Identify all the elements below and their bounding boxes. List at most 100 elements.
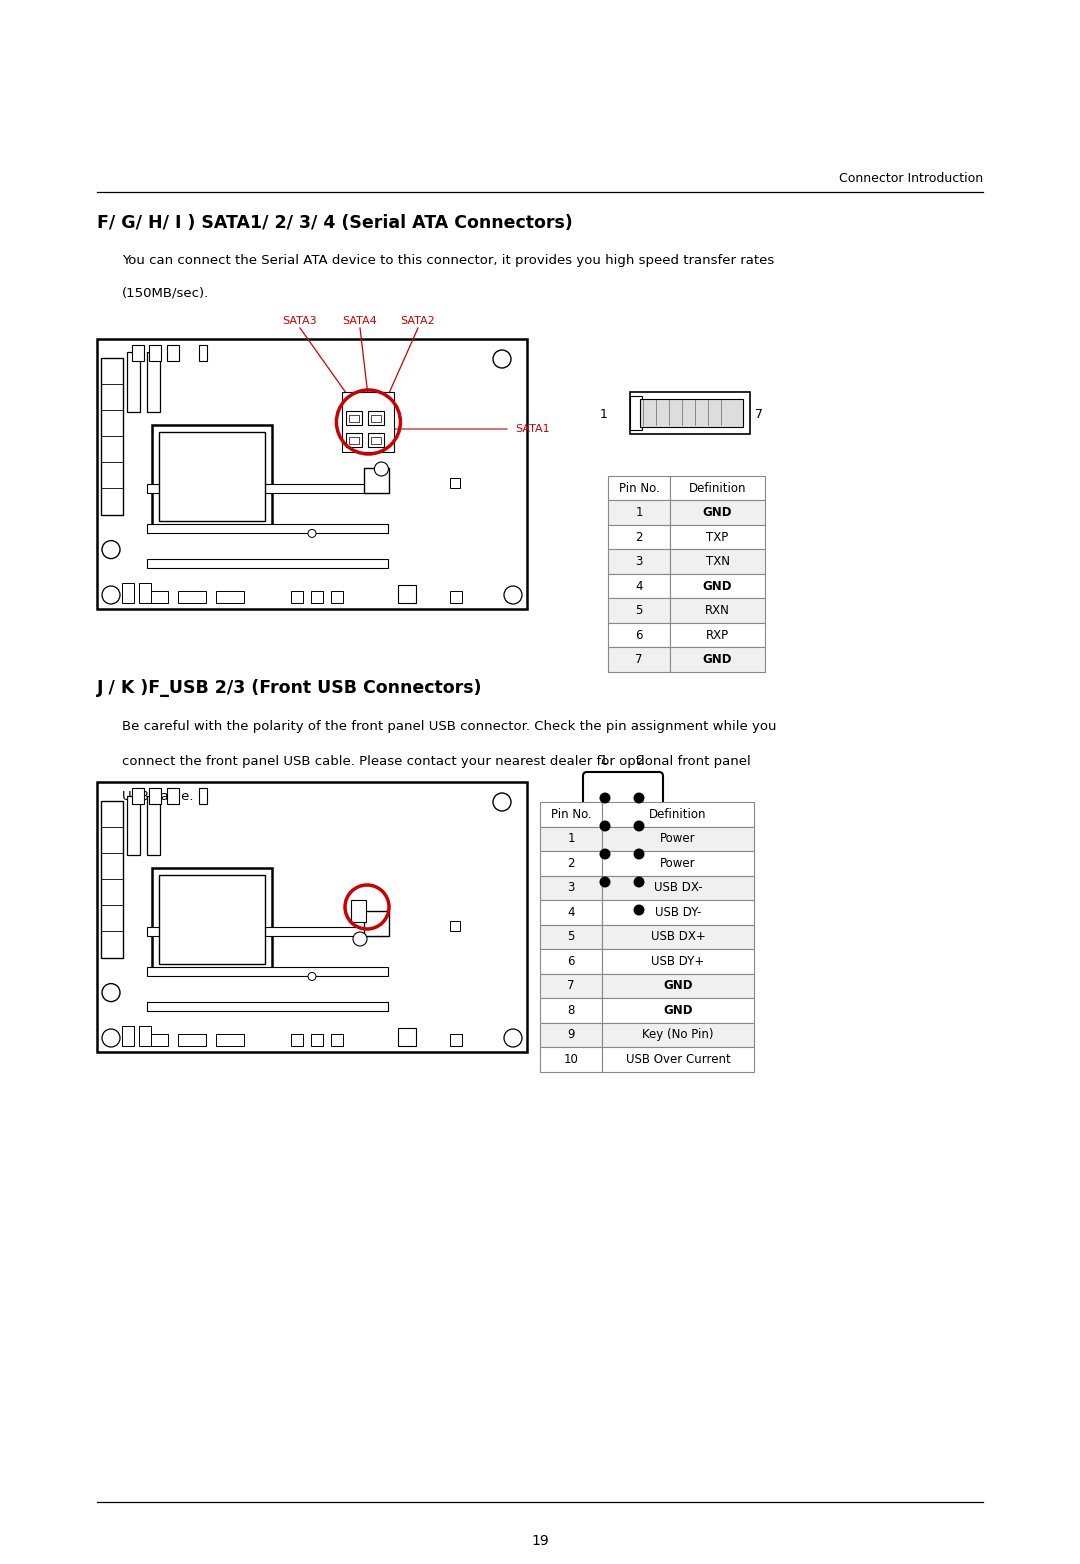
- Text: USB DY-: USB DY-: [654, 906, 701, 918]
- Text: 4: 4: [567, 906, 575, 918]
- Circle shape: [599, 793, 610, 804]
- Bar: [608, 647, 670, 673]
- Bar: [608, 599, 670, 622]
- Circle shape: [504, 1029, 522, 1046]
- Bar: [399, 1028, 416, 1046]
- Circle shape: [634, 793, 645, 804]
- Circle shape: [492, 793, 511, 812]
- Bar: [602, 924, 754, 949]
- Bar: [608, 622, 670, 647]
- Bar: [602, 802, 754, 826]
- Text: Power: Power: [660, 832, 696, 845]
- Text: GND: GND: [703, 654, 732, 666]
- Bar: [132, 788, 144, 804]
- Bar: [602, 826, 754, 851]
- Bar: [147, 558, 388, 568]
- Text: 4: 4: [635, 580, 643, 593]
- Text: GND: GND: [703, 580, 732, 593]
- Bar: [640, 399, 743, 427]
- Bar: [147, 926, 388, 935]
- Text: Pin No.: Pin No.: [619, 482, 660, 494]
- Bar: [147, 1003, 388, 1010]
- Text: 1: 1: [635, 507, 643, 519]
- Circle shape: [102, 984, 120, 1001]
- Bar: [372, 436, 381, 444]
- Bar: [608, 500, 670, 526]
- Bar: [540, 949, 602, 973]
- Bar: [540, 876, 602, 899]
- Text: 7: 7: [755, 408, 762, 421]
- Text: 5: 5: [567, 931, 575, 943]
- Circle shape: [102, 1029, 120, 1046]
- Bar: [540, 998, 602, 1023]
- Bar: [342, 393, 394, 452]
- Bar: [147, 483, 388, 493]
- Bar: [199, 346, 207, 361]
- Text: Definition: Definition: [649, 807, 706, 821]
- Bar: [350, 436, 360, 444]
- Bar: [97, 339, 527, 608]
- Bar: [167, 346, 179, 361]
- Bar: [602, 1023, 754, 1046]
- Bar: [132, 346, 144, 361]
- Text: 1: 1: [600, 408, 608, 421]
- Text: SATA2: SATA2: [401, 316, 435, 325]
- Text: 2: 2: [636, 754, 644, 766]
- Circle shape: [599, 849, 610, 860]
- Bar: [140, 591, 168, 604]
- Bar: [630, 396, 642, 430]
- Text: 9: 9: [602, 942, 609, 956]
- Bar: [167, 788, 179, 804]
- Bar: [364, 910, 389, 935]
- Bar: [102, 801, 123, 957]
- Circle shape: [353, 932, 367, 946]
- Text: You can connect the Serial ATA device to this connector, it provides you high sp: You can connect the Serial ATA device to…: [122, 253, 774, 267]
- Text: TXN: TXN: [705, 555, 729, 568]
- Bar: [670, 549, 765, 574]
- Circle shape: [308, 973, 316, 981]
- Bar: [147, 524, 388, 533]
- Circle shape: [634, 876, 645, 887]
- Text: Be careful with the polarity of the front panel USB connector. Check the pin ass: Be careful with the polarity of the fron…: [122, 719, 777, 734]
- Bar: [178, 591, 206, 604]
- Bar: [368, 433, 384, 447]
- Bar: [159, 876, 266, 963]
- Bar: [216, 1034, 244, 1046]
- Text: RXP: RXP: [706, 629, 729, 641]
- Bar: [540, 1046, 602, 1071]
- Bar: [330, 1034, 342, 1046]
- Bar: [351, 899, 366, 923]
- Text: 1: 1: [600, 754, 608, 766]
- Text: 19: 19: [531, 1534, 549, 1548]
- Bar: [670, 599, 765, 622]
- Text: USB Over Current: USB Over Current: [625, 1053, 730, 1065]
- Circle shape: [634, 821, 645, 832]
- Bar: [311, 591, 323, 604]
- Text: 6: 6: [567, 954, 575, 968]
- Bar: [347, 411, 363, 425]
- Bar: [127, 352, 140, 411]
- Bar: [608, 526, 670, 549]
- Text: TXP: TXP: [706, 530, 729, 544]
- Bar: [291, 1034, 302, 1046]
- Text: USB cable.: USB cable.: [122, 790, 193, 802]
- Text: 5: 5: [635, 604, 643, 618]
- Bar: [399, 585, 416, 604]
- Bar: [540, 924, 602, 949]
- Bar: [139, 583, 151, 604]
- Bar: [159, 432, 266, 521]
- Text: GND: GND: [703, 507, 732, 519]
- Bar: [139, 1026, 151, 1046]
- Bar: [602, 851, 754, 876]
- Text: SATA4: SATA4: [342, 316, 377, 325]
- Bar: [122, 1026, 134, 1046]
- Bar: [670, 622, 765, 647]
- Bar: [216, 591, 244, 604]
- Circle shape: [634, 904, 645, 915]
- Text: 7: 7: [567, 979, 575, 992]
- Circle shape: [308, 529, 316, 538]
- Text: GND: GND: [663, 1004, 692, 1017]
- Text: (150MB/sec).: (150MB/sec).: [122, 288, 210, 300]
- Bar: [540, 973, 602, 998]
- Text: F/ G/ H/ I ) SATA1/ 2/ 3/ 4 (Serial ATA Connectors): F/ G/ H/ I ) SATA1/ 2/ 3/ 4 (Serial ATA …: [97, 214, 572, 231]
